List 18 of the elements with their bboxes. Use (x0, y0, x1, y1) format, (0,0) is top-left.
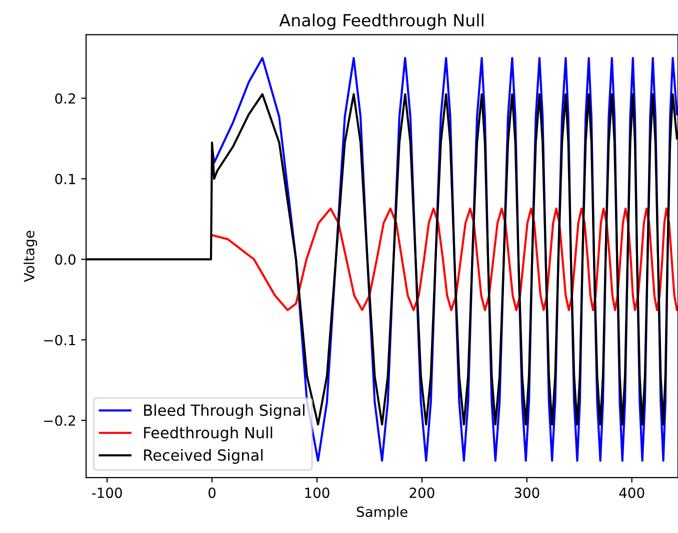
y-tick-label: 0.2 (55, 93, 75, 104)
legend-label: Received Signal (144, 449, 262, 464)
x-tick-label: 200 (410, 488, 434, 498)
y-tick-label: −0.2 (44, 415, 75, 426)
x-tick-label: -100 (92, 488, 122, 498)
x-tick-label: 0 (208, 488, 216, 498)
y-tick-label: 0.1 (55, 174, 76, 184)
x-tick-label: 400 (619, 488, 644, 498)
y-axis-title: Voltage (24, 230, 38, 282)
line-series (210, 208, 678, 312)
legend-label: Bleed Through Signal (144, 404, 304, 419)
y-tick-label: −0.1 (44, 334, 76, 346)
x-axis-title: Sample (356, 506, 408, 520)
x-tick-label: 300 (514, 488, 540, 498)
legend-label: Feedthrough Null (144, 426, 272, 442)
chart-title: Analog Feedthrough Null (279, 14, 484, 30)
x-tick-label: 100 (305, 488, 330, 498)
y-tick-label: 0.0 (55, 254, 76, 265)
